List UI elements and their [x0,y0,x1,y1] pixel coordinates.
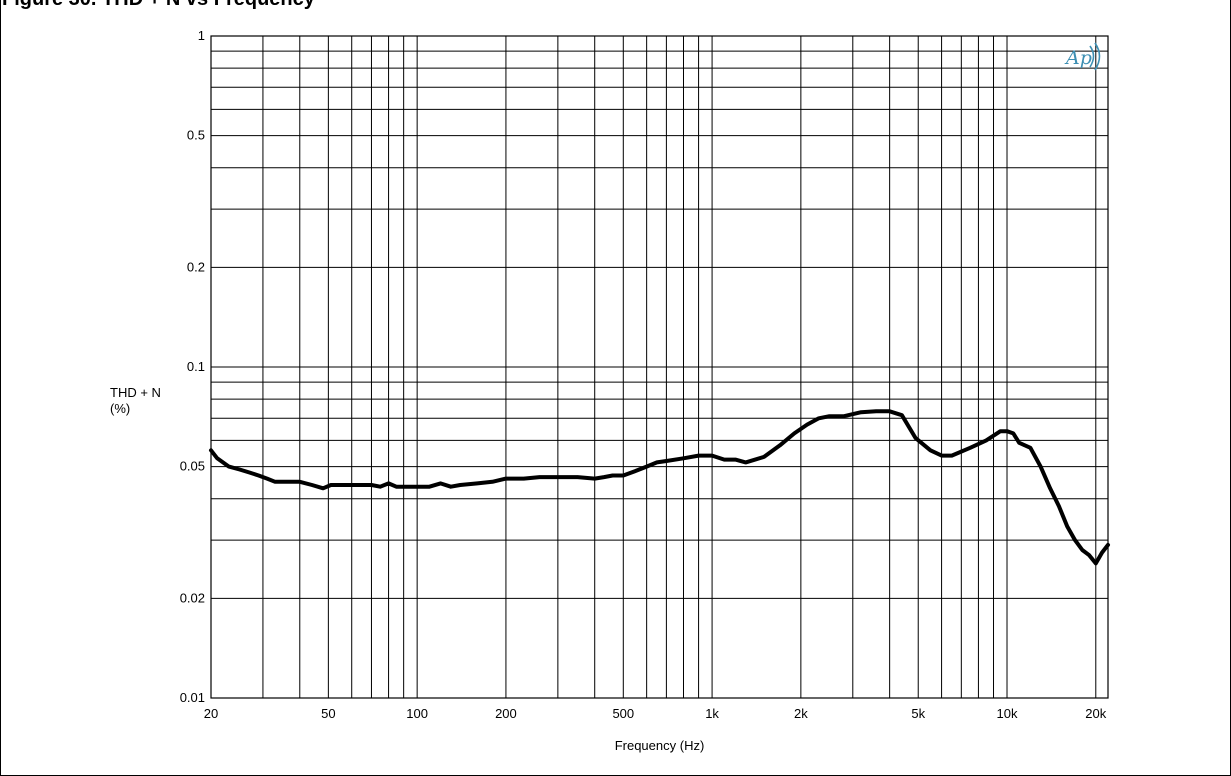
y-tick-label: 0.5 [187,128,205,143]
ap-logo-arc [1089,45,1095,68]
plot-border [210,35,1109,699]
x-tick-label: 2k [794,706,808,721]
x-tick-label: 20k [1085,706,1106,721]
y-axis-label-line2: (%) [110,401,130,416]
y-tick-label: 1 [198,28,205,43]
grid [211,36,1108,698]
x-tick-label: 50 [321,706,335,721]
figure-caption: Figure 30. THD + N vs Frequency [2,0,315,11]
x-tick-label: 100 [406,706,428,721]
x-tick-label: 1k [705,706,719,721]
x-axis-label: Frequency (Hz) [615,738,705,753]
y-tick-label: 0.02 [180,590,205,605]
ap-logo: Ap [1064,42,1101,71]
series-line [209,409,1110,566]
x-tick-label: 500 [612,706,634,721]
series-layer [209,409,1110,566]
x-tick-label: 10k [997,706,1018,721]
y-tick-label: 0.05 [180,459,205,474]
ap-logo-text: Ap [1064,47,1092,69]
x-tick-label: 200 [495,706,517,721]
ap-logo-arc-outer [1094,42,1101,71]
y-axis-label-line1: THD + N [110,385,161,400]
y-tick-labels: 0.01 0.02 0.05 0.1 0.2 0.5 1 [180,28,205,705]
x-tick-label: 5k [911,706,925,721]
y-tick-label: 0.01 [180,690,205,705]
x-tick-label: 20 [204,706,218,721]
y-tick-label: 0.1 [187,359,205,374]
y-tick-label: 0.2 [187,259,205,274]
x-tick-labels: 20 50 100 200 500 1k 2k 5k 10k 20k [204,706,1107,721]
